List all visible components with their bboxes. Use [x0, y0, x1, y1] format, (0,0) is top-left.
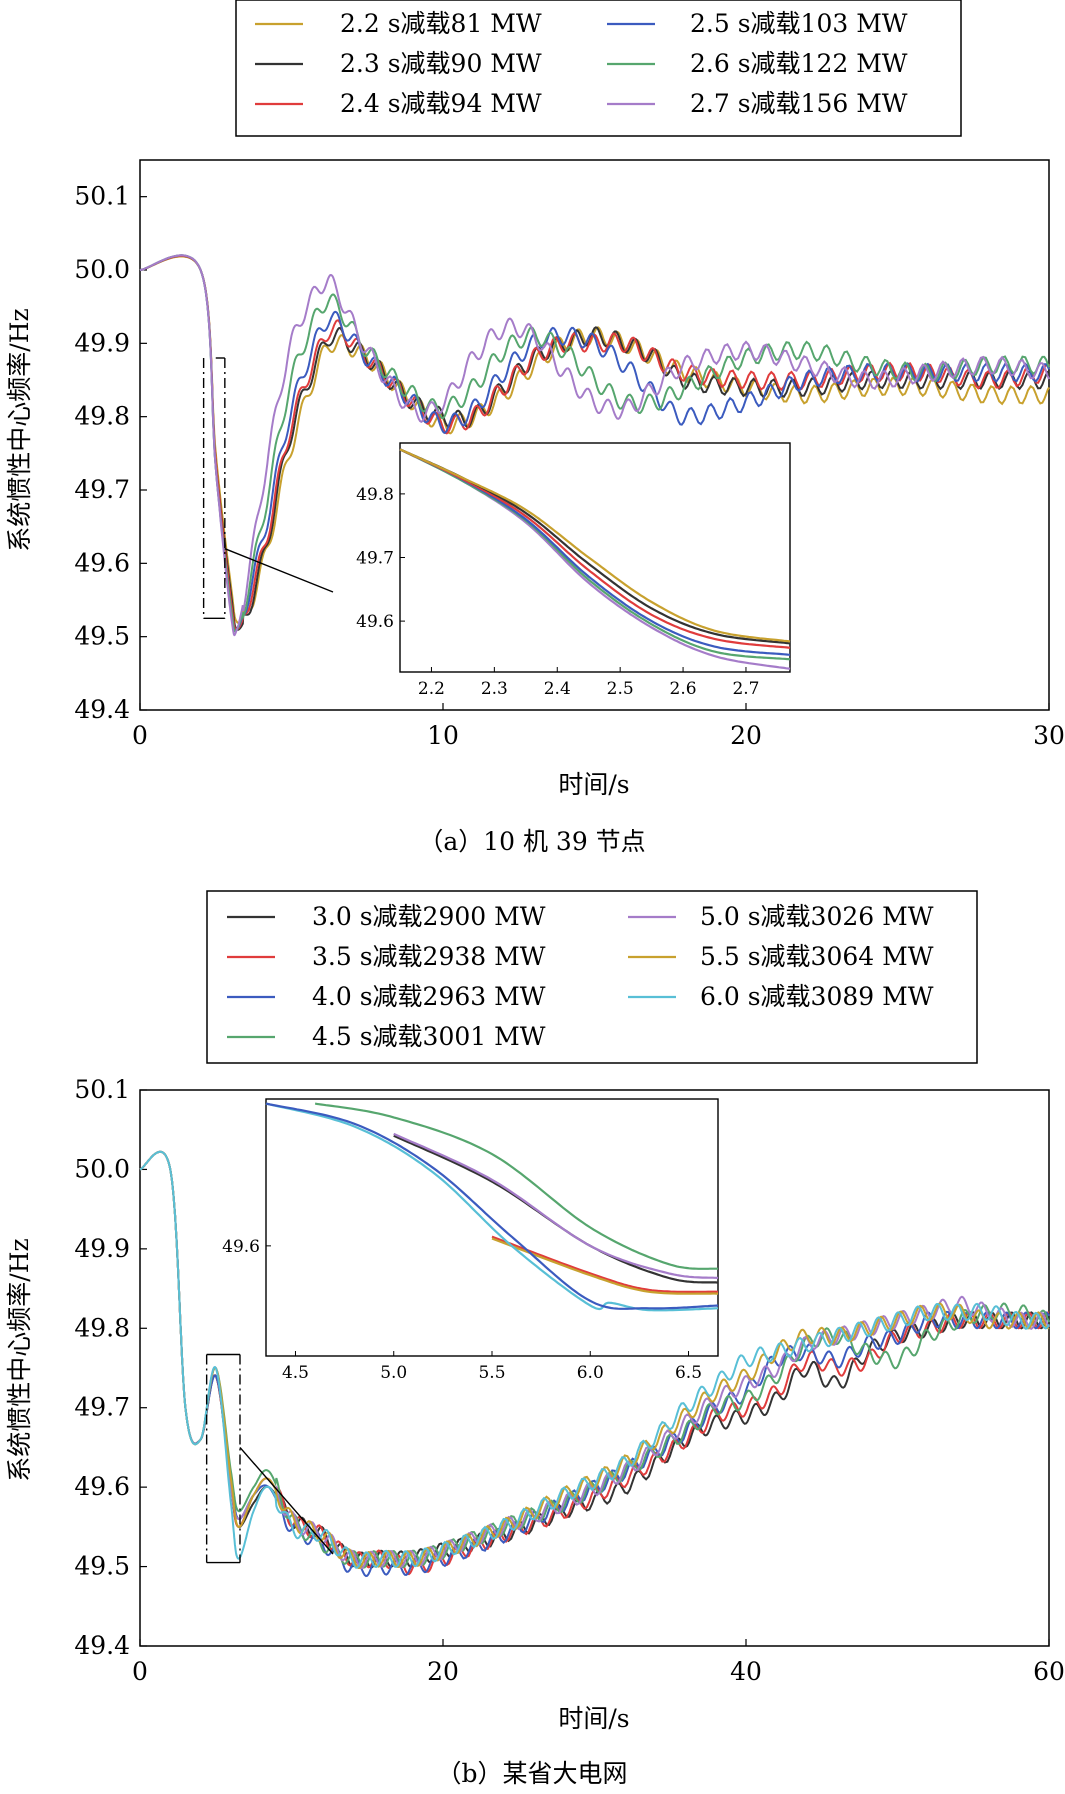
inset-x-tick-label: 2.5 [607, 679, 634, 699]
inset-x-tick-label: 5.0 [380, 1363, 407, 1383]
figure-caption: （b）某省大电网 [436, 1759, 627, 1788]
chart-panel-a: 2.2 s减载81 MW 2.3 s减载90 MW 2.4 s减载94 MW 2.5 … [5, 0, 1065, 856]
legend-box [235, 0, 962, 137]
inset-x-tick-label: 2.7 [732, 679, 759, 699]
inset-x-tick-label: 5.5 [478, 1363, 505, 1383]
y-tick-label: 49.5 [74, 622, 130, 651]
inset-series-line [314, 1102, 719, 1270]
y-axis-title: 系统惯性中心频率/Hz [5, 1238, 34, 1481]
y-tick-label: 49.4 [74, 1631, 130, 1660]
legend-label: 2.7 s减载156 MW [690, 89, 908, 118]
x-tick-label: 60 [1033, 1657, 1065, 1686]
axes: 0 20 40 60 49.4 49.5 49.6 49.7 49.8 49.9 50.0 50.1 [74, 1075, 1065, 1686]
inset-x-tick-label: 2.3 [481, 679, 508, 699]
y-tick-label: 50.0 [74, 255, 130, 284]
x-tick-label: 0 [132, 721, 148, 750]
y-tick-label: 50.1 [74, 182, 130, 211]
inset-y-tick-label: 49.6 [356, 612, 394, 632]
inset-series-line [265, 1102, 719, 1310]
series-line [139, 1150, 1050, 1569]
series-lines [139, 1150, 1050, 1578]
legend-label: 2.2 s减载81 MW [340, 9, 542, 38]
x-tick-label: 30 [1033, 721, 1065, 750]
x-tick-label: 40 [730, 1657, 762, 1686]
legend-label: 5.0 s减载3026 MW [700, 902, 934, 931]
inset-series-line [491, 1235, 719, 1293]
legend-box [206, 890, 978, 1064]
inset-series-line [399, 448, 791, 661]
y-tick-label: 49.9 [74, 1234, 130, 1263]
legend-label: 6.0 s减载3089 MW [700, 982, 934, 1011]
inset-x-tick-label: 2.2 [418, 679, 445, 699]
legend: 3.0 s减载2900 MW 3.5 s减载2938 MW 4.0 s减载2963 … [227, 902, 934, 1051]
y-tick-label: 49.5 [74, 1552, 130, 1581]
y-axis-title: 系统惯性中心频率/Hz [5, 308, 34, 551]
x-tick-label: 0 [132, 1657, 148, 1686]
legend-label: 4.5 s减载3001 MW [312, 1022, 546, 1051]
inset-series-line [399, 448, 791, 649]
inset-y-tick-label: 49.6 [222, 1237, 260, 1257]
x-tick-label: 20 [730, 721, 762, 750]
inset-series-line [399, 448, 791, 643]
zoom-connector [224, 548, 334, 593]
y-tick-label: 50.0 [74, 1154, 130, 1183]
legend-label: 3.5 s减载2938 MW [312, 942, 546, 971]
legend: 2.2 s减载81 MW 2.3 s减载90 MW 2.4 s减载94 MW 2.5 … [255, 9, 908, 118]
y-tick-label: 49.6 [74, 1472, 130, 1501]
chart-panel-b: 3.0 s减载2900 MW 3.5 s减载2938 MW 4.0 s减载2963 … [5, 890, 1065, 1788]
series-line [139, 1150, 1050, 1570]
inset-chart: 4.5 5.0 5.5 6.0 6.5 49.6 [222, 1098, 719, 1383]
inset-chart: 2.2 2.3 2.4 2.5 2.6 2.7 49.6 49.7 49.8 [356, 442, 791, 699]
inset-x-tick-label: 2.4 [544, 679, 571, 699]
y-tick-label: 49.8 [74, 1313, 130, 1342]
y-tick-label: 49.6 [74, 548, 130, 577]
inset-x-tick-label: 2.6 [670, 679, 697, 699]
y-tick-label: 49.7 [74, 475, 130, 504]
x-tick-label: 20 [427, 1657, 459, 1686]
y-tick-label: 49.8 [74, 402, 130, 431]
x-tick-label: 10 [427, 721, 459, 750]
inset-x-tick-label: 6.5 [675, 1363, 702, 1383]
inset-y-tick-label: 49.8 [356, 485, 394, 505]
y-tick-label: 49.7 [74, 1393, 130, 1422]
figure-caption: （a）10 机 39 节点 [418, 827, 645, 856]
zoom-indicator [202, 357, 334, 620]
legend-label: 2.3 s减载90 MW [340, 49, 542, 78]
y-tick-label: 49.9 [74, 328, 130, 357]
x-axis-title: 时间/s [558, 770, 629, 799]
series-line [139, 1150, 1050, 1569]
y-tick-label: 49.4 [74, 695, 130, 724]
series-lines [139, 254, 1050, 637]
x-axis-title: 时间/s [558, 1704, 629, 1733]
legend-label: 2.5 s减载103 MW [690, 9, 908, 38]
series-line [139, 1150, 1050, 1569]
inset-y-tick-label: 49.7 [356, 549, 394, 569]
legend-label: 2.6 s减载122 MW [690, 49, 908, 78]
axes: 0 10 20 30 49.4 49.5 49.6 49.7 49.8 49.9 50.0 50.1 [74, 182, 1065, 750]
series-line [139, 254, 1050, 637]
legend-label: 5.5 s减载3064 MW [700, 942, 934, 971]
legend-label: 2.4 s减载94 MW [340, 89, 542, 118]
legend-label: 4.0 s减载2963 MW [312, 982, 546, 1011]
inset-series-line [393, 1132, 719, 1280]
inset-x-tick-label: 6.0 [577, 1363, 604, 1383]
legend-label: 3.0 s减载2900 MW [312, 902, 546, 931]
inset-series-line [491, 1237, 718, 1295]
zoom-indicator [205, 1353, 334, 1564]
y-tick-label: 50.1 [74, 1075, 130, 1104]
inset-x-tick-label: 4.5 [282, 1363, 309, 1383]
series-line [139, 254, 1050, 631]
zoom-connector [239, 1446, 334, 1555]
